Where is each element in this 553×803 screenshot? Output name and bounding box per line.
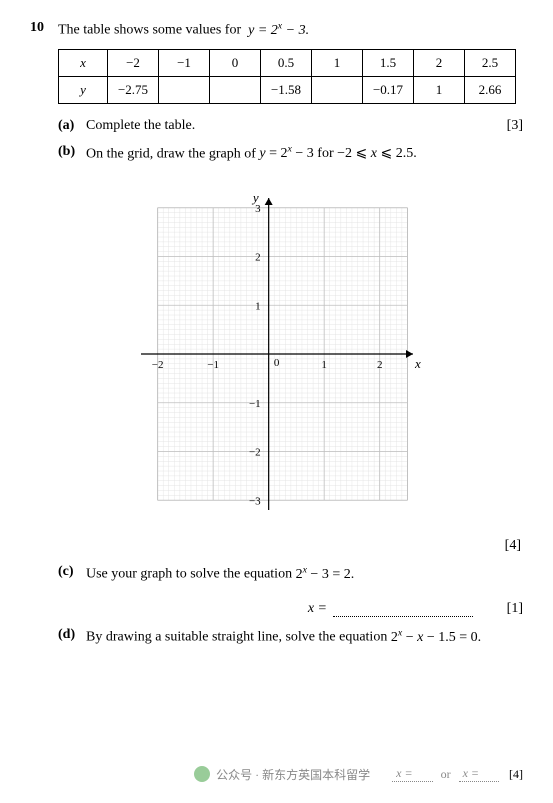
part-c-eq: 2x − 3 = 2. — [296, 567, 355, 582]
svg-text:x: x — [414, 356, 421, 371]
table-row-y: y −2.75 −1.58 −0.17 1 2.66 — [59, 76, 516, 103]
part-b-eq: y = 2x − 3 for −2 ⩽ x ⩽ 2.5. — [259, 146, 416, 161]
svg-text:y: y — [250, 190, 258, 205]
part-d: (d) By drawing a suitable straight line,… — [58, 627, 523, 646]
part-b-text: On the grid, draw the graph of y = 2x − … — [86, 144, 493, 163]
part-b-marks: [4] — [505, 538, 521, 554]
part-d-prefix: By drawing a suitable straight line, sol… — [86, 630, 391, 645]
part-c-answer: x = [1] — [30, 601, 523, 617]
x-5: 1.5 — [363, 49, 414, 76]
y-3: −1.58 — [261, 76, 312, 103]
x-4: 1 — [312, 49, 363, 76]
y-7: 2.66 — [465, 76, 516, 103]
part-d-eq: 2x − x − 1.5 = 0. — [391, 630, 481, 645]
values-table: x −2 −1 0 0.5 1 1.5 2 2.5 y −2.75 −1.58 … — [58, 49, 516, 104]
part-c: (c) Use your graph to solve the equation… — [58, 564, 523, 583]
x-2: 0 — [210, 49, 261, 76]
part-d-text: By drawing a suitable straight line, sol… — [86, 627, 493, 646]
footer-marks: [4] — [509, 767, 523, 782]
wechat-icon — [194, 766, 210, 782]
coordinate-grid: −2−1012−3−2−1123xy — [117, 174, 437, 534]
part-b-prefix: On the grid, draw the graph of — [86, 146, 259, 161]
part-c-marks: [1] — [493, 601, 523, 617]
footer-ans1: x = — [392, 766, 432, 782]
part-a: (a) Complete the table. [3] — [58, 118, 523, 134]
footer-or: or — [441, 767, 451, 782]
watermark-text: 公众号 · 新东方英国本科留学 — [216, 766, 370, 783]
svg-text:1: 1 — [321, 359, 327, 371]
x-3: 0.5 — [261, 49, 312, 76]
svg-text:0: 0 — [273, 357, 279, 369]
question-intro: The table shows some values for y = 2x −… — [58, 20, 523, 39]
y-0: −2.75 — [108, 76, 159, 103]
svg-text:−1: −1 — [207, 359, 219, 371]
y-2 — [210, 76, 261, 103]
x-1: −1 — [159, 49, 210, 76]
answer-c-prefix: x = — [308, 601, 327, 617]
part-b-label: (b) — [58, 144, 86, 160]
footer-ans2: x = — [459, 766, 499, 782]
question-number: 10 — [30, 20, 58, 36]
svg-text:2: 2 — [376, 359, 382, 371]
row-header-x: x — [59, 49, 108, 76]
table-row-x: x −2 −1 0 0.5 1 1.5 2 2.5 — [59, 49, 516, 76]
y-1 — [159, 76, 210, 103]
x-6: 2 — [414, 49, 465, 76]
x-0: −2 — [108, 49, 159, 76]
svg-text:2: 2 — [255, 252, 261, 264]
part-c-label: (c) — [58, 564, 86, 580]
svg-text:−1: −1 — [248, 398, 260, 410]
part-a-text: Complete the table. — [86, 118, 493, 134]
graph-container: −2−1012−3−2−1123xy — [30, 174, 523, 534]
part-c-prefix: Use your graph to solve the equation — [86, 567, 296, 582]
svg-text:−2: −2 — [248, 447, 260, 459]
part-b: (b) On the grid, draw the graph of y = 2… — [58, 144, 523, 163]
row-header-y: y — [59, 76, 108, 103]
footer: 公众号 · 新东方英国本科留学 x = or x = [4] — [30, 766, 523, 783]
part-b-marks-row: [4] — [30, 538, 521, 554]
intro-text: The table shows some values for — [58, 23, 241, 38]
y-5: −0.17 — [363, 76, 414, 103]
svg-text:−3: −3 — [248, 496, 260, 508]
svg-text:1: 1 — [255, 301, 261, 313]
question-header: 10 The table shows some values for y = 2… — [30, 20, 523, 39]
answer-c-blank[interactable] — [333, 604, 473, 617]
part-c-text: Use your graph to solve the equation 2x … — [86, 564, 493, 583]
y-4 — [312, 76, 363, 103]
x-7: 2.5 — [465, 49, 516, 76]
svg-text:−2: −2 — [151, 359, 163, 371]
intro-equation: y = 2x − 3. — [245, 23, 309, 38]
part-d-label: (d) — [58, 627, 86, 643]
part-a-label: (a) — [58, 118, 86, 134]
part-a-marks: [3] — [493, 118, 523, 134]
y-6: 1 — [414, 76, 465, 103]
